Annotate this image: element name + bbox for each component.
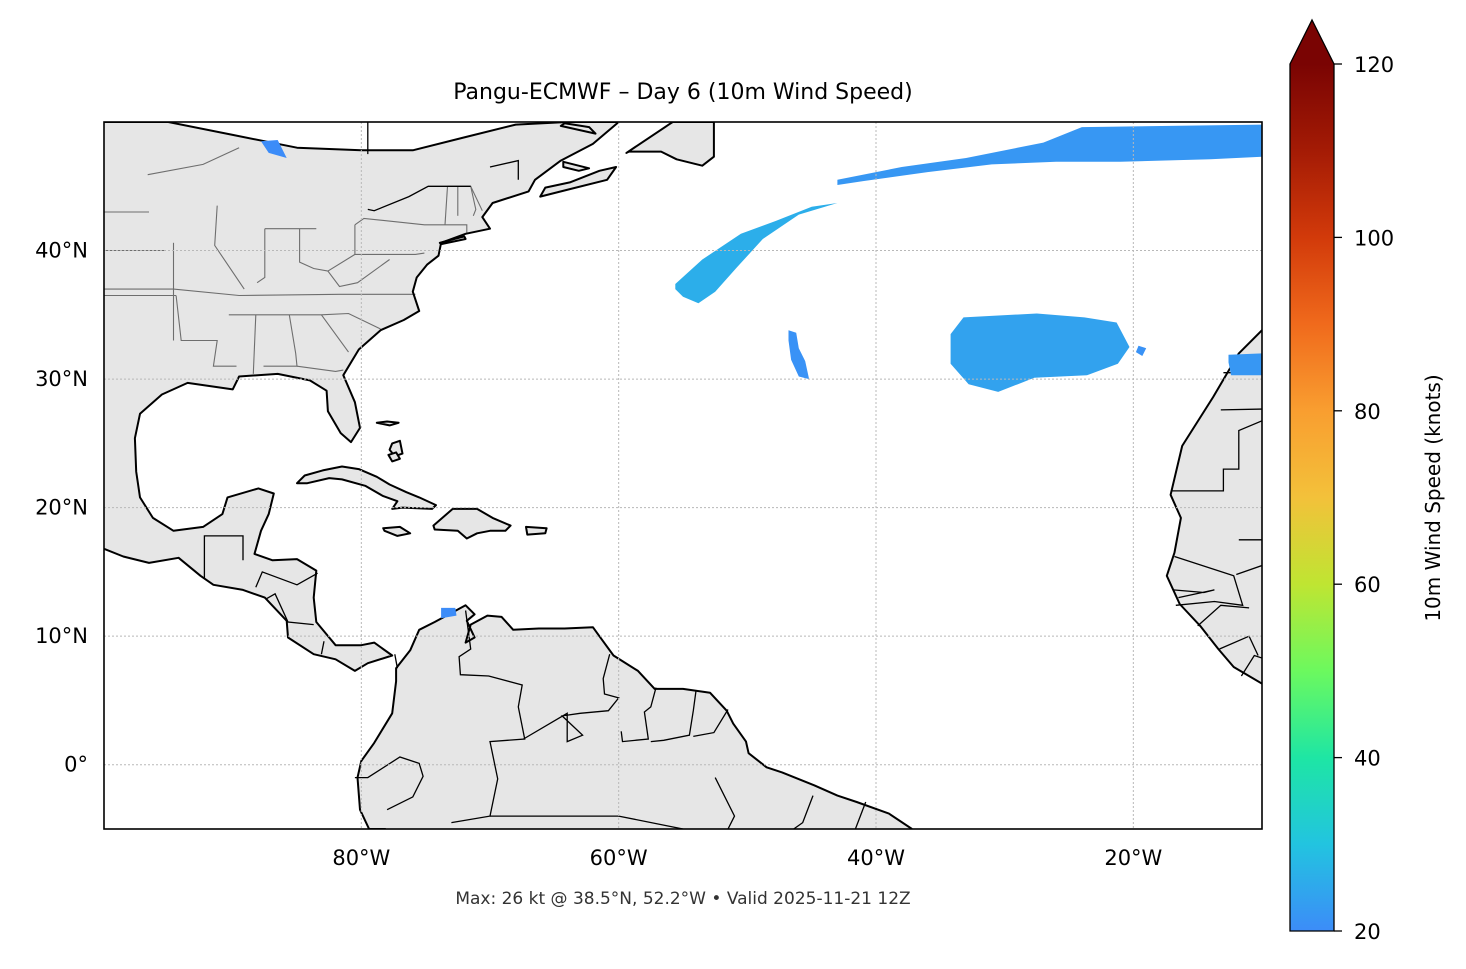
africa-lines-2 xyxy=(1174,555,1244,607)
central-lines-1 xyxy=(255,571,318,588)
state-lines-18 xyxy=(327,259,390,288)
bahamas-a-island xyxy=(375,420,400,427)
newfoundland-island xyxy=(625,122,715,167)
colorbar: 20 40 60 80 100 120 10m Wind Speed (knots) xyxy=(1289,18,1445,944)
bahamas-c-island xyxy=(387,451,401,463)
colorbar-extend-max-arrow xyxy=(1290,20,1334,64)
anticosti-island xyxy=(559,122,597,135)
north-america-coastline xyxy=(104,122,620,672)
wind-region-small-patch-west xyxy=(788,330,810,380)
state-lines-17 xyxy=(296,365,344,372)
state-lines-9 xyxy=(299,224,356,272)
lat-tick-label: 20°N xyxy=(35,496,88,520)
colorbar-tick-label: 60 xyxy=(1354,573,1381,597)
colorbar-ticks: 20 40 60 80 100 120 xyxy=(1334,53,1394,944)
long-island-island xyxy=(438,235,467,246)
brazil-lines-3 xyxy=(854,801,867,829)
africa-lines-1 xyxy=(1171,420,1262,492)
state-lines-2 xyxy=(104,288,416,297)
africa-lines-7 xyxy=(1236,564,1262,576)
lon-tick-label: 60°W xyxy=(590,846,648,870)
colorbar-tick-label: 40 xyxy=(1354,747,1381,771)
hispaniola-island xyxy=(432,507,512,540)
colorbar-tick-label: 100 xyxy=(1354,226,1394,250)
colorbar-label: 10m Wind Speed (knots) xyxy=(1421,374,1445,621)
state-lines-7 xyxy=(214,205,245,290)
colorbar-tick-label: 120 xyxy=(1354,53,1394,77)
border-layer xyxy=(104,122,1262,829)
gridline-layer xyxy=(104,122,1262,829)
central-lines-3 xyxy=(320,641,325,655)
wind-region-great-lakes-patch xyxy=(261,140,287,158)
colorbar-gradient xyxy=(1290,64,1334,931)
central-lines-8 xyxy=(620,687,657,743)
central-lines-0 xyxy=(203,535,244,579)
africa-lines-4 xyxy=(1197,604,1250,627)
wind-region-caribbean-patch xyxy=(441,607,457,619)
state-lines-13 xyxy=(228,312,381,330)
wind-speed-layer xyxy=(261,124,1262,619)
lat-tick-label: 40°N xyxy=(35,239,88,263)
wind-region-max-wind-plume xyxy=(675,203,838,304)
brazil-lines-0 xyxy=(490,815,684,829)
state-lines-14 xyxy=(252,314,257,374)
north-america-land xyxy=(104,122,619,671)
wind-region-azores-patch xyxy=(950,313,1130,392)
jamaica-island xyxy=(382,525,412,537)
state-lines-12 xyxy=(354,252,425,255)
wind-region-northeast-band xyxy=(837,124,1262,185)
africa-lines-0 xyxy=(1220,408,1262,411)
footer-caption: Max: 26 kt @ 38.5°N, 52.2°W • Valid 2025… xyxy=(455,889,910,909)
africa-lines-6 xyxy=(1240,654,1262,677)
brazil-lines-1 xyxy=(714,777,736,829)
state-lines-6 xyxy=(147,147,240,176)
central-lines-5 xyxy=(451,610,526,824)
longitude-tick-labels: 80°W 60°W 40°W 20°W xyxy=(332,846,1162,870)
central-lines-2 xyxy=(265,592,314,626)
wind-region-small-patch-east xyxy=(1135,345,1147,356)
lon-tick-label: 80°W xyxy=(332,846,390,870)
state-lines-11 xyxy=(354,217,445,226)
map-panel: 80°W 60°W 40°W 20°W 40°N 30°N 20°N 10°N 0° xyxy=(35,121,1263,870)
map-title: Pangu-ECMWF – Day 6 (10m Wind Speed) xyxy=(453,80,912,105)
central-lines-10 xyxy=(693,709,729,738)
state-lines-5 xyxy=(175,295,237,367)
pei-island xyxy=(562,160,591,172)
coastline-layer xyxy=(104,122,1262,829)
south-america-coastline xyxy=(356,604,913,829)
central-lines-7 xyxy=(523,654,620,743)
africa-lines-3 xyxy=(1173,589,1215,599)
lon-tick-label: 40°W xyxy=(847,846,905,870)
state-lines-22 xyxy=(470,186,483,211)
cuba-island xyxy=(296,465,437,510)
state-lines-16 xyxy=(320,314,349,353)
lon-tick-label: 20°W xyxy=(1104,846,1162,870)
state-lines-21 xyxy=(444,186,449,225)
wind-region-canary-patch xyxy=(1228,353,1262,376)
lat-tick-label: 30°N xyxy=(35,367,88,391)
brazil-lines-2 xyxy=(793,795,814,829)
canada-lines-1 xyxy=(489,159,519,180)
colorbar-tick-label: 80 xyxy=(1354,400,1381,424)
canada-lines-2 xyxy=(367,185,471,212)
colorbar-tick-label: 20 xyxy=(1354,920,1381,944)
africa-coastline xyxy=(1165,329,1262,685)
colorbar-outline xyxy=(1289,18,1335,932)
lat-tick-label: 10°N xyxy=(35,624,88,648)
state-lines-8 xyxy=(256,228,266,284)
state-lines-15 xyxy=(263,314,298,367)
latitude-tick-labels: 40°N 30°N 20°N 10°N 0° xyxy=(35,239,88,777)
central-lines-6 xyxy=(354,756,424,811)
nova-scotia-island xyxy=(539,166,618,198)
puerto-rico-island xyxy=(525,525,548,536)
state-lines-23 xyxy=(445,224,468,234)
map-frame xyxy=(103,121,1263,830)
lat-tick-label: 0° xyxy=(64,753,88,777)
central-lines-9 xyxy=(650,691,697,743)
